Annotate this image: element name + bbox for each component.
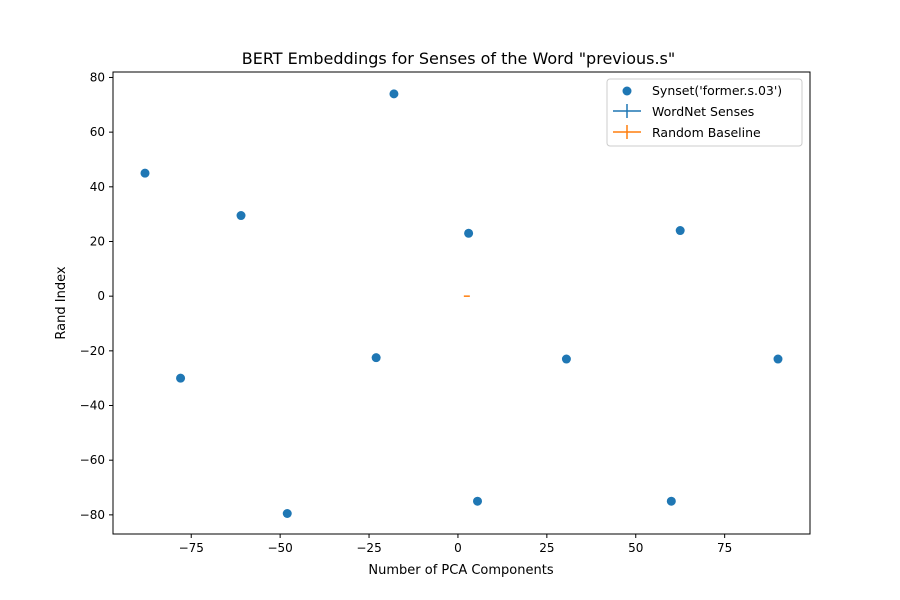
legend-marker-synset bbox=[622, 86, 632, 96]
scatter-point bbox=[561, 354, 571, 364]
x-tick-label: −75 bbox=[179, 541, 204, 555]
scatter-point bbox=[666, 496, 676, 506]
scatter-point bbox=[140, 168, 150, 178]
y-tick-label: −20 bbox=[80, 344, 105, 358]
x-axis-ticks: −75 −50 −25 0 25 50 75 bbox=[179, 534, 732, 555]
y-tick-label: 20 bbox=[90, 234, 105, 248]
legend-marker-random bbox=[613, 125, 641, 139]
x-tick-label: 50 bbox=[628, 541, 643, 555]
x-tick-label: 25 bbox=[539, 541, 554, 555]
legend-label-wordnet: WordNet Senses bbox=[652, 104, 754, 119]
scatter-point bbox=[389, 89, 399, 99]
scatter-point bbox=[371, 353, 381, 363]
scatter-point bbox=[282, 508, 292, 518]
scatter-point bbox=[675, 226, 685, 236]
x-tick-label: 0 bbox=[454, 541, 462, 555]
x-tick-label: −50 bbox=[267, 541, 292, 555]
legend-marker-wordnet bbox=[613, 104, 641, 118]
data-marks bbox=[140, 89, 783, 518]
y-axis-ticks: −80 −60 −40 −20 0 20 40 60 80 bbox=[80, 70, 113, 522]
legend-box bbox=[606, 78, 803, 147]
y-tick-label: −60 bbox=[80, 453, 105, 467]
legend-label-random: Random Baseline bbox=[652, 125, 761, 140]
y-axis-label: Rand Index bbox=[54, 266, 69, 339]
legend: Synset('former.s.03') WordNet Senses Ran… bbox=[606, 78, 803, 147]
legend-label-synset: Synset('former.s.03') bbox=[652, 83, 782, 98]
plot-area bbox=[112, 71, 811, 535]
y-tick-label: 40 bbox=[90, 180, 105, 194]
scatter-point bbox=[464, 228, 474, 238]
scatter-point bbox=[773, 354, 783, 364]
x-tick-label: −25 bbox=[356, 541, 381, 555]
y-tick-label: 80 bbox=[90, 70, 105, 84]
y-tick-label: −40 bbox=[80, 399, 105, 413]
plot-frame bbox=[112, 71, 811, 535]
y-tick-label: 60 bbox=[90, 125, 105, 139]
chart-title: BERT Embeddings for Senses of the Word "… bbox=[242, 49, 676, 68]
y-tick-label: −80 bbox=[80, 508, 105, 522]
scatter-point bbox=[176, 373, 186, 383]
y-tick-label: 0 bbox=[97, 289, 105, 303]
scatter-point bbox=[473, 496, 483, 506]
scatter-point bbox=[236, 211, 246, 221]
x-axis-label: Number of PCA Components bbox=[368, 563, 553, 578]
x-tick-label: 75 bbox=[717, 541, 732, 555]
